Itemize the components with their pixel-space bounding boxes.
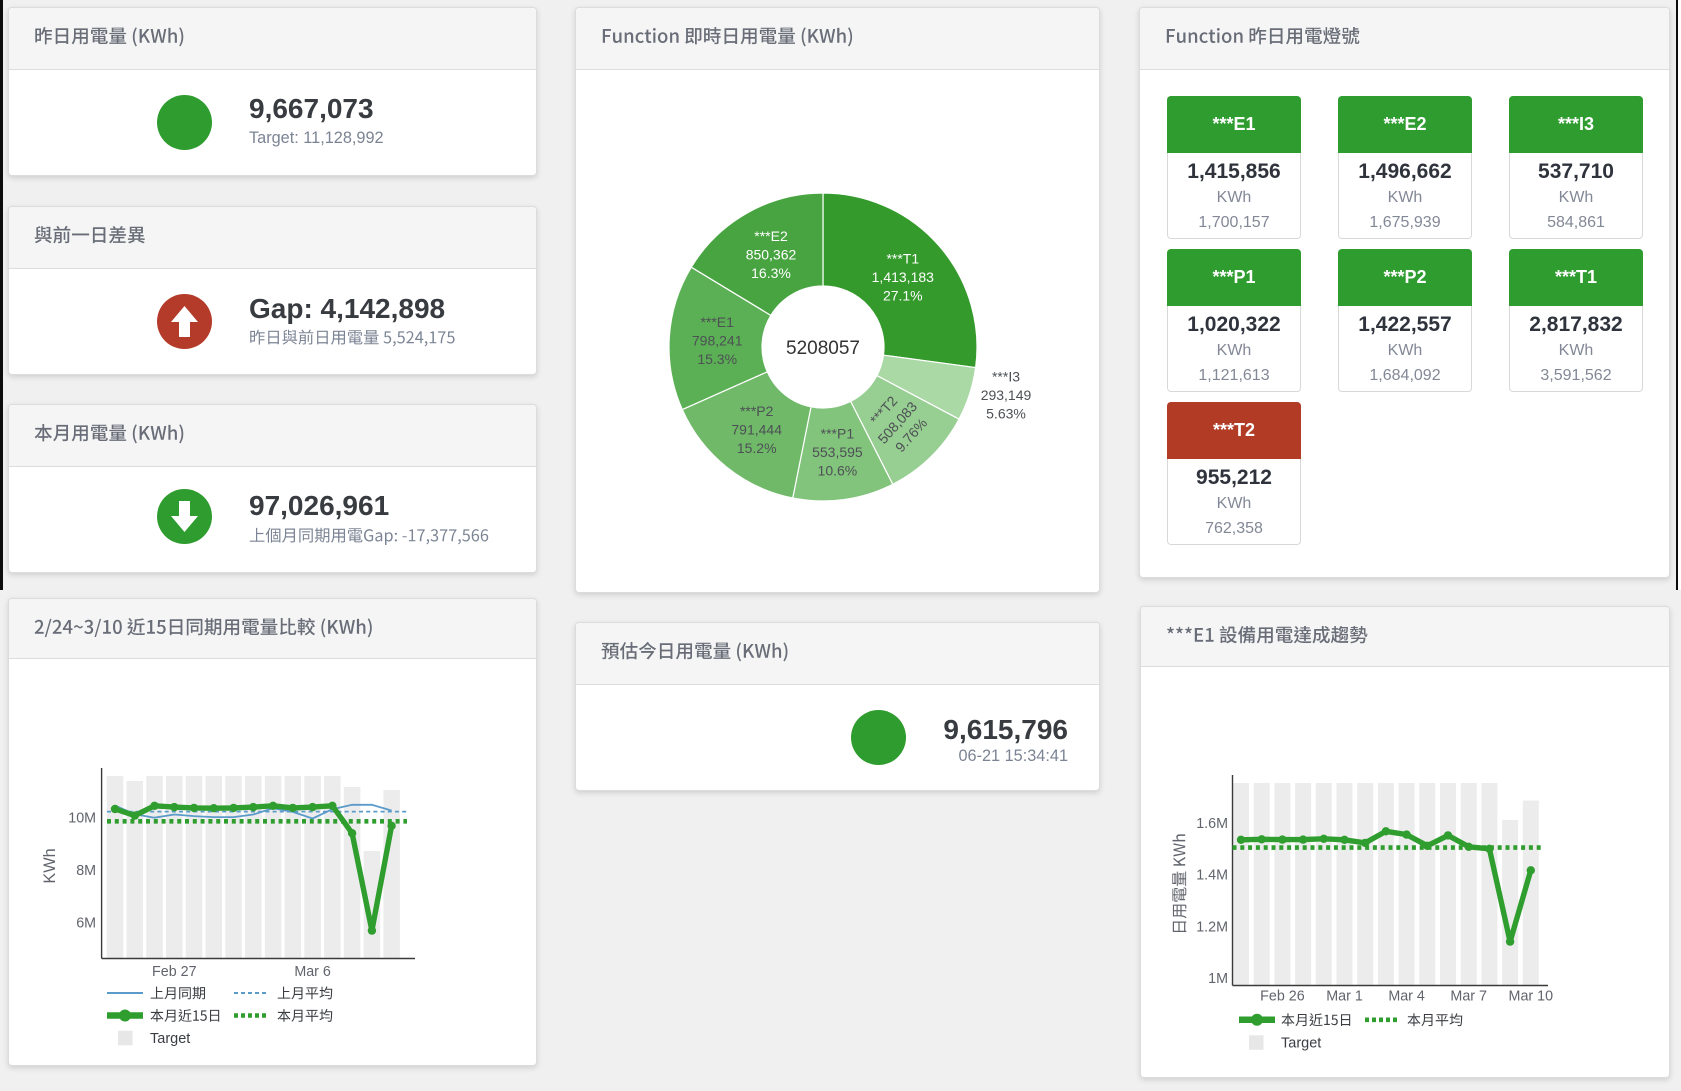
svg-text:1.4M: 1.4M [1196, 868, 1228, 884]
svg-text:***P1: ***P1 [821, 426, 855, 442]
svg-text:16.3%: 16.3% [751, 265, 791, 281]
svg-text:27.1%: 27.1% [883, 288, 923, 304]
svg-text:8M: 8M [76, 863, 96, 879]
svg-text:1M: 1M [1208, 971, 1228, 987]
svg-text:***E1: ***E1 [700, 314, 734, 330]
svg-text:Mar 6: Mar 6 [294, 964, 331, 980]
svg-text:1.6M: 1.6M [1196, 816, 1228, 832]
svg-text:553,595: 553,595 [812, 444, 863, 460]
svg-text:KWh: KWh [41, 848, 59, 883]
svg-text:Mar 1: Mar 1 [1326, 989, 1363, 1005]
svg-text:Mar 4: Mar 4 [1388, 989, 1425, 1005]
svg-text:293,149: 293,149 [981, 387, 1032, 403]
svg-text:***T1: ***T1 [886, 251, 919, 267]
svg-text:Mar 10: Mar 10 [1509, 989, 1554, 1005]
svg-text:Feb 26: Feb 26 [1260, 989, 1305, 1005]
svg-text:5.63%: 5.63% [986, 406, 1026, 422]
svg-text:Target: Target [150, 1031, 190, 1047]
svg-text:10.6%: 10.6% [818, 463, 858, 479]
svg-text:***P2: ***P2 [740, 403, 774, 419]
svg-text:Feb 27: Feb 27 [152, 964, 197, 980]
svg-text:***I3: ***I3 [992, 369, 1020, 385]
svg-text:1,413,183: 1,413,183 [872, 269, 934, 285]
svg-text:Target: Target [1281, 1036, 1321, 1052]
svg-text:***E2: ***E2 [754, 228, 788, 244]
svg-text:10M: 10M [68, 810, 96, 826]
svg-text:Mar 7: Mar 7 [1450, 989, 1487, 1005]
svg-text:5208057: 5208057 [786, 338, 860, 359]
svg-text:6M: 6M [76, 916, 96, 932]
svg-text:791,444: 791,444 [731, 422, 782, 438]
svg-text:15.2%: 15.2% [737, 440, 777, 456]
svg-text:1.2M: 1.2M [1196, 919, 1228, 935]
svg-text:850,362: 850,362 [746, 247, 797, 263]
svg-text:798,241: 798,241 [692, 332, 743, 348]
svg-text:15.3%: 15.3% [697, 351, 737, 367]
